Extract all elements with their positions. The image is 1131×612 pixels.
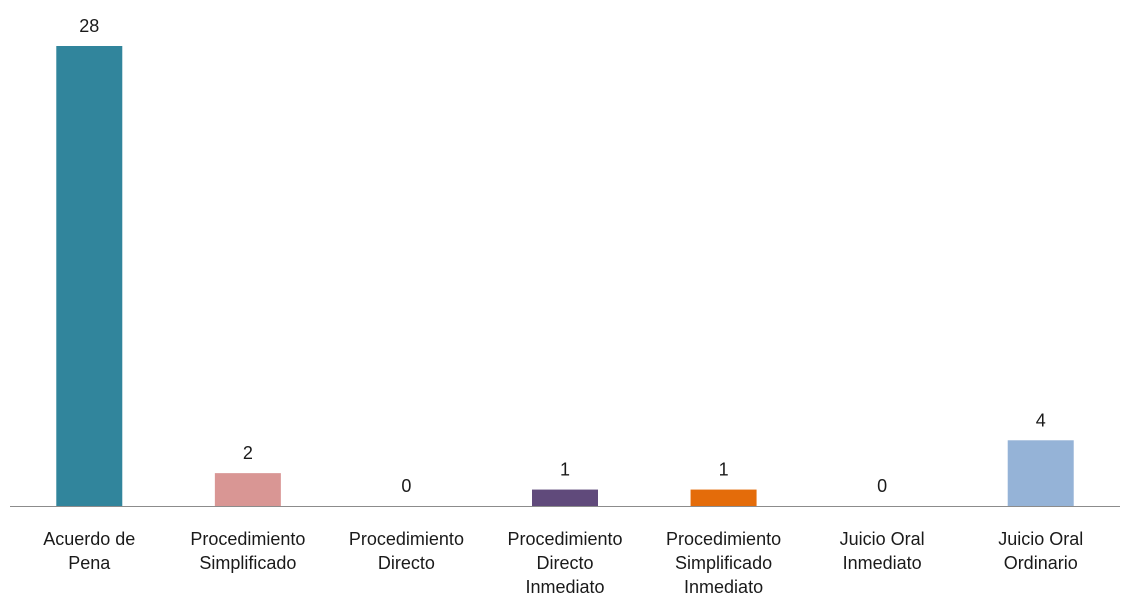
data-label-2: 2 — [243, 443, 253, 463]
category-label-3: Procedimiento Directo — [349, 529, 464, 573]
value-labels-group: 28 2 0 1 1 0 4 — [79, 16, 1045, 496]
category-label-2: Procedimiento Simplificado — [190, 529, 305, 573]
data-label-6: 0 — [877, 476, 887, 496]
category-labels-group: Acuerdo de Pena Procedimiento Simplificado P… — [43, 529, 1083, 597]
category-label-4: Procedimiento Directo Inmediato — [507, 529, 622, 597]
category-label-1: Acuerdo de Pena — [43, 529, 135, 573]
data-label-3: 0 — [401, 476, 411, 496]
category-label-5: Procedimiento Simplificado Inmediato — [666, 529, 781, 597]
data-label-5: 1 — [719, 460, 729, 480]
bars-group — [56, 46, 1074, 506]
bar-1 — [56, 46, 123, 506]
data-label-4: 1 — [560, 460, 570, 480]
data-label-7: 4 — [1036, 410, 1046, 430]
bar-5 — [690, 489, 757, 506]
data-label-1: 28 — [79, 16, 99, 36]
category-label-7: Juicio Oral Ordinario — [998, 529, 1083, 573]
bar-4 — [532, 489, 598, 506]
bar-7 — [1007, 440, 1074, 506]
bar-2 — [214, 473, 281, 506]
category-label-6: Juicio Oral Inmediato — [840, 529, 925, 573]
